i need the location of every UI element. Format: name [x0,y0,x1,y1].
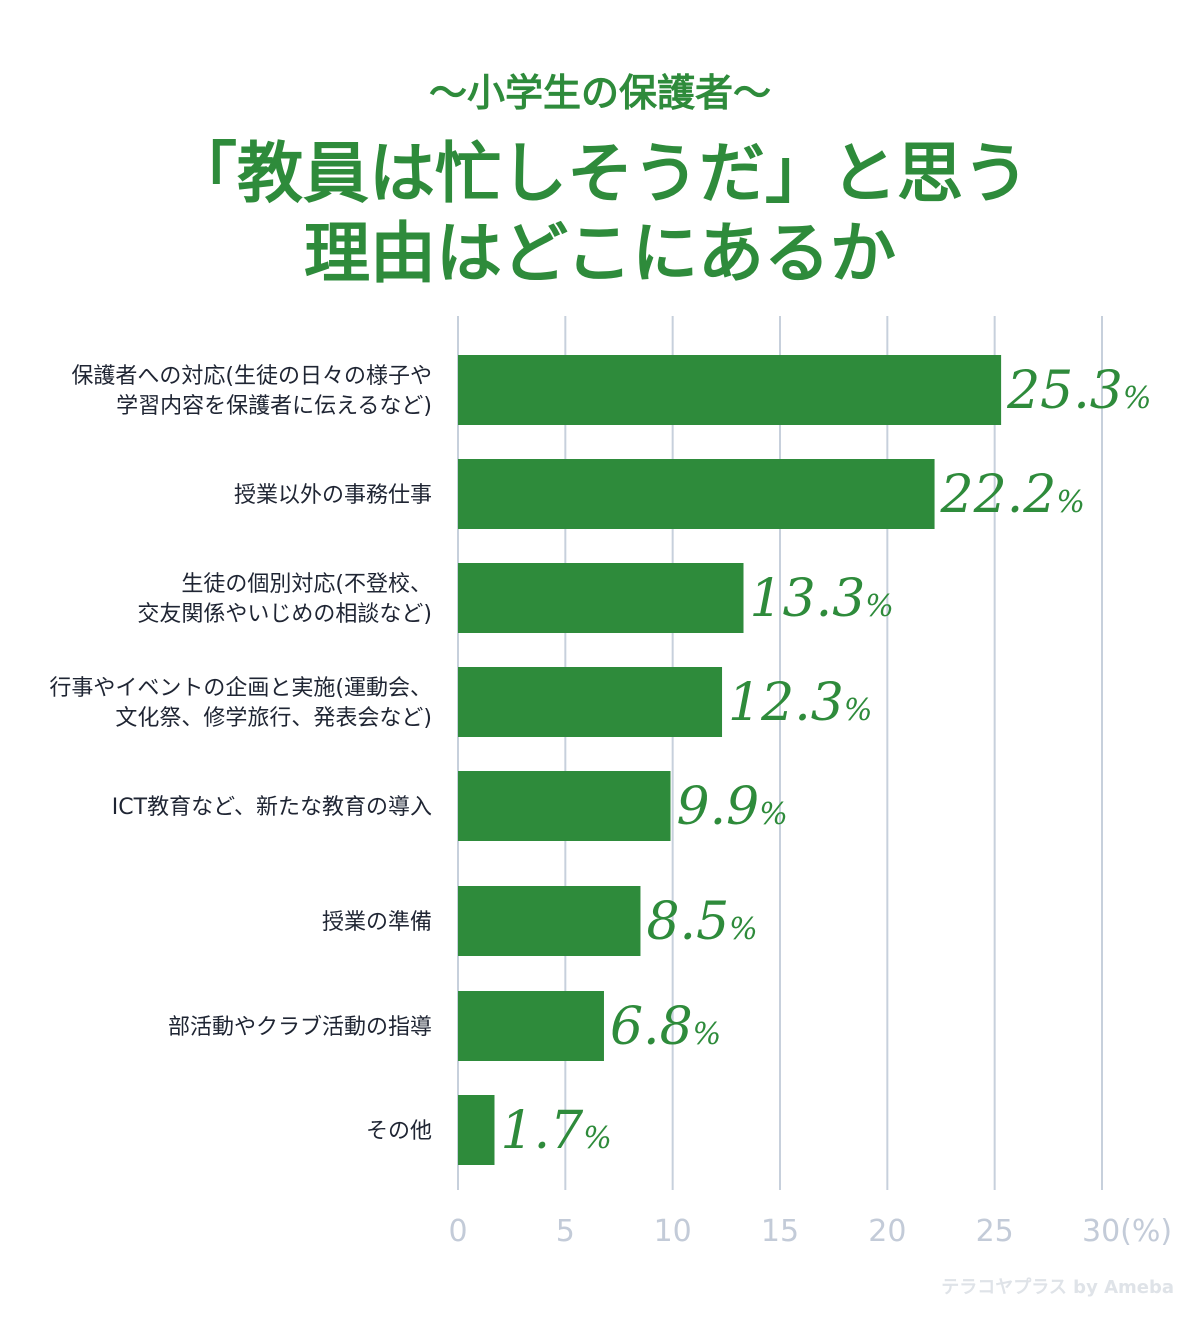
value-label: 1.7% [500,1101,611,1161]
category-label: その他 [366,1119,432,1144]
category-label: 行事やイベントの企画と実施(運動会、 [49,676,432,701]
category-label: 学習内容を保護者に伝えるなど) [116,394,432,419]
x-tick-label: 25 [976,1214,1014,1249]
value-label: 6.8% [610,997,721,1057]
value-number: 6.8 [610,997,693,1057]
category-label: ICT教育など、新たな教育の導入 [112,795,432,820]
x-tick-label: 10 [654,1214,692,1249]
chart-title-line-1: 「教員は忙しそうだ」と思う [171,135,1029,212]
value-suffix: % [693,1017,722,1052]
value-suffix: % [759,797,788,832]
category-label: 交友関係やいじめの相談など) [137,602,432,627]
category-label: 授業の準備 [322,910,432,935]
value-suffix: % [583,1121,612,1156]
value-label: 25.3% [1006,361,1151,421]
bar [458,667,723,737]
category-label: 生徒の個別対応(不登校、 [181,572,432,597]
bar [458,771,671,841]
value-number: 12.3 [728,673,844,733]
x-tick-label: 5 [556,1214,575,1249]
value-suffix: % [729,912,758,947]
x-tick-label: 15 [761,1214,799,1249]
bar [458,459,935,529]
value-label: 12.3% [728,673,872,733]
value-number: 8.5 [646,892,729,952]
bar [458,355,1002,425]
category-label: 文化祭、修学旅行、発表会など) [115,706,432,731]
value-number: 22.2 [940,465,1057,525]
value-suffix: % [1123,381,1152,416]
value-label: 22.2% [940,465,1085,525]
value-label: 13.3% [750,569,894,629]
bar [458,886,641,956]
x-tick-label: 30(%) [1082,1214,1172,1249]
category-label: 保護者への対応(生徒の日々の様子や [71,364,432,389]
bar [458,563,744,633]
value-label: 9.9% [677,777,788,837]
x-axis-ticks: 0 5 10 15 20 25 30(%) [448,1214,1172,1249]
value-number: 13.3 [750,569,866,629]
value-suffix: % [844,693,873,728]
value-number: 25.3 [1006,361,1123,421]
x-tick-label: 20 [868,1214,906,1249]
chart-title-line-2: 理由はどこにあるか [303,215,897,292]
bars [458,355,1002,1165]
category-label: 授業以外の事務仕事 [234,483,432,508]
value-label: 8.5% [646,892,757,952]
value-suffix: % [865,589,894,624]
value-suffix: % [1056,485,1085,520]
brand-watermark: テラコヤプラス by Ameba [941,1277,1174,1298]
value-number: 9.9 [677,777,760,837]
bar [458,991,604,1061]
x-tick-label: 0 [448,1214,467,1249]
chart-subtitle: 〜小学生の保護者〜 [428,71,771,115]
bar [458,1095,495,1165]
category-label: 部活動やクラブ活動の指導 [168,1015,432,1040]
value-labels: 25.3%22.2%13.3%12.3%9.9%8.5%6.8%1.7% [500,361,1151,1161]
value-number: 1.7 [500,1101,584,1161]
